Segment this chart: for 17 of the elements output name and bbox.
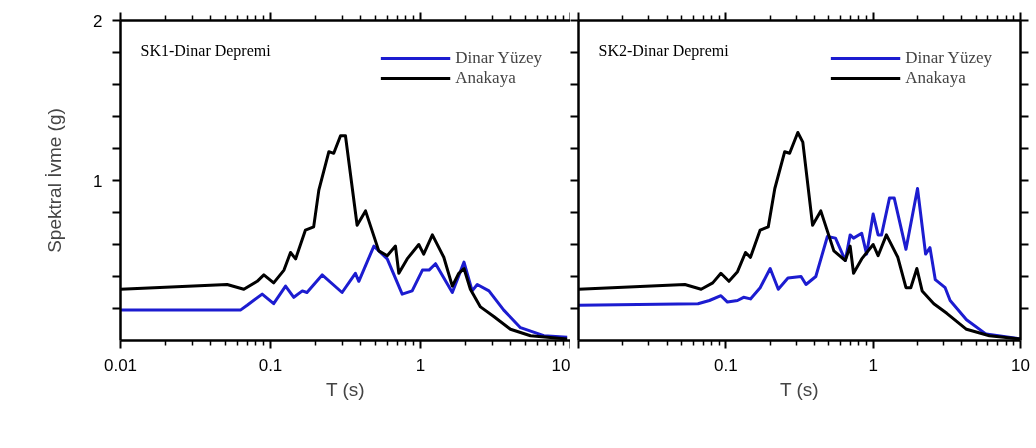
y-tick-label: 2 xyxy=(93,11,103,31)
legend-label: Anakaya xyxy=(905,68,966,88)
y-axis-title: Spektral İvme (g) xyxy=(44,108,66,253)
x-tick-label: 0.1 xyxy=(258,355,283,375)
text: SK2-Dinar Depremi xyxy=(598,41,730,60)
x-tick-label: 1 xyxy=(415,355,426,375)
x-tick-label: 0.1 xyxy=(714,355,738,375)
x-axis-title: T (s) xyxy=(325,378,365,400)
x-tick-label: 1 xyxy=(868,355,878,375)
x-tick-label: 10 xyxy=(1011,355,1030,375)
x-axis-title: T (s) xyxy=(779,378,819,400)
legend-label: Dinar Yüzey xyxy=(905,48,992,68)
legend-label: Anakaya xyxy=(455,68,516,88)
text: SK1-Dinar Depremi xyxy=(140,41,272,60)
x-tick-label: 10 xyxy=(551,355,571,375)
x-tick-label: 0.01 xyxy=(103,355,138,375)
legend-label: Dinar Yüzey xyxy=(455,48,542,68)
